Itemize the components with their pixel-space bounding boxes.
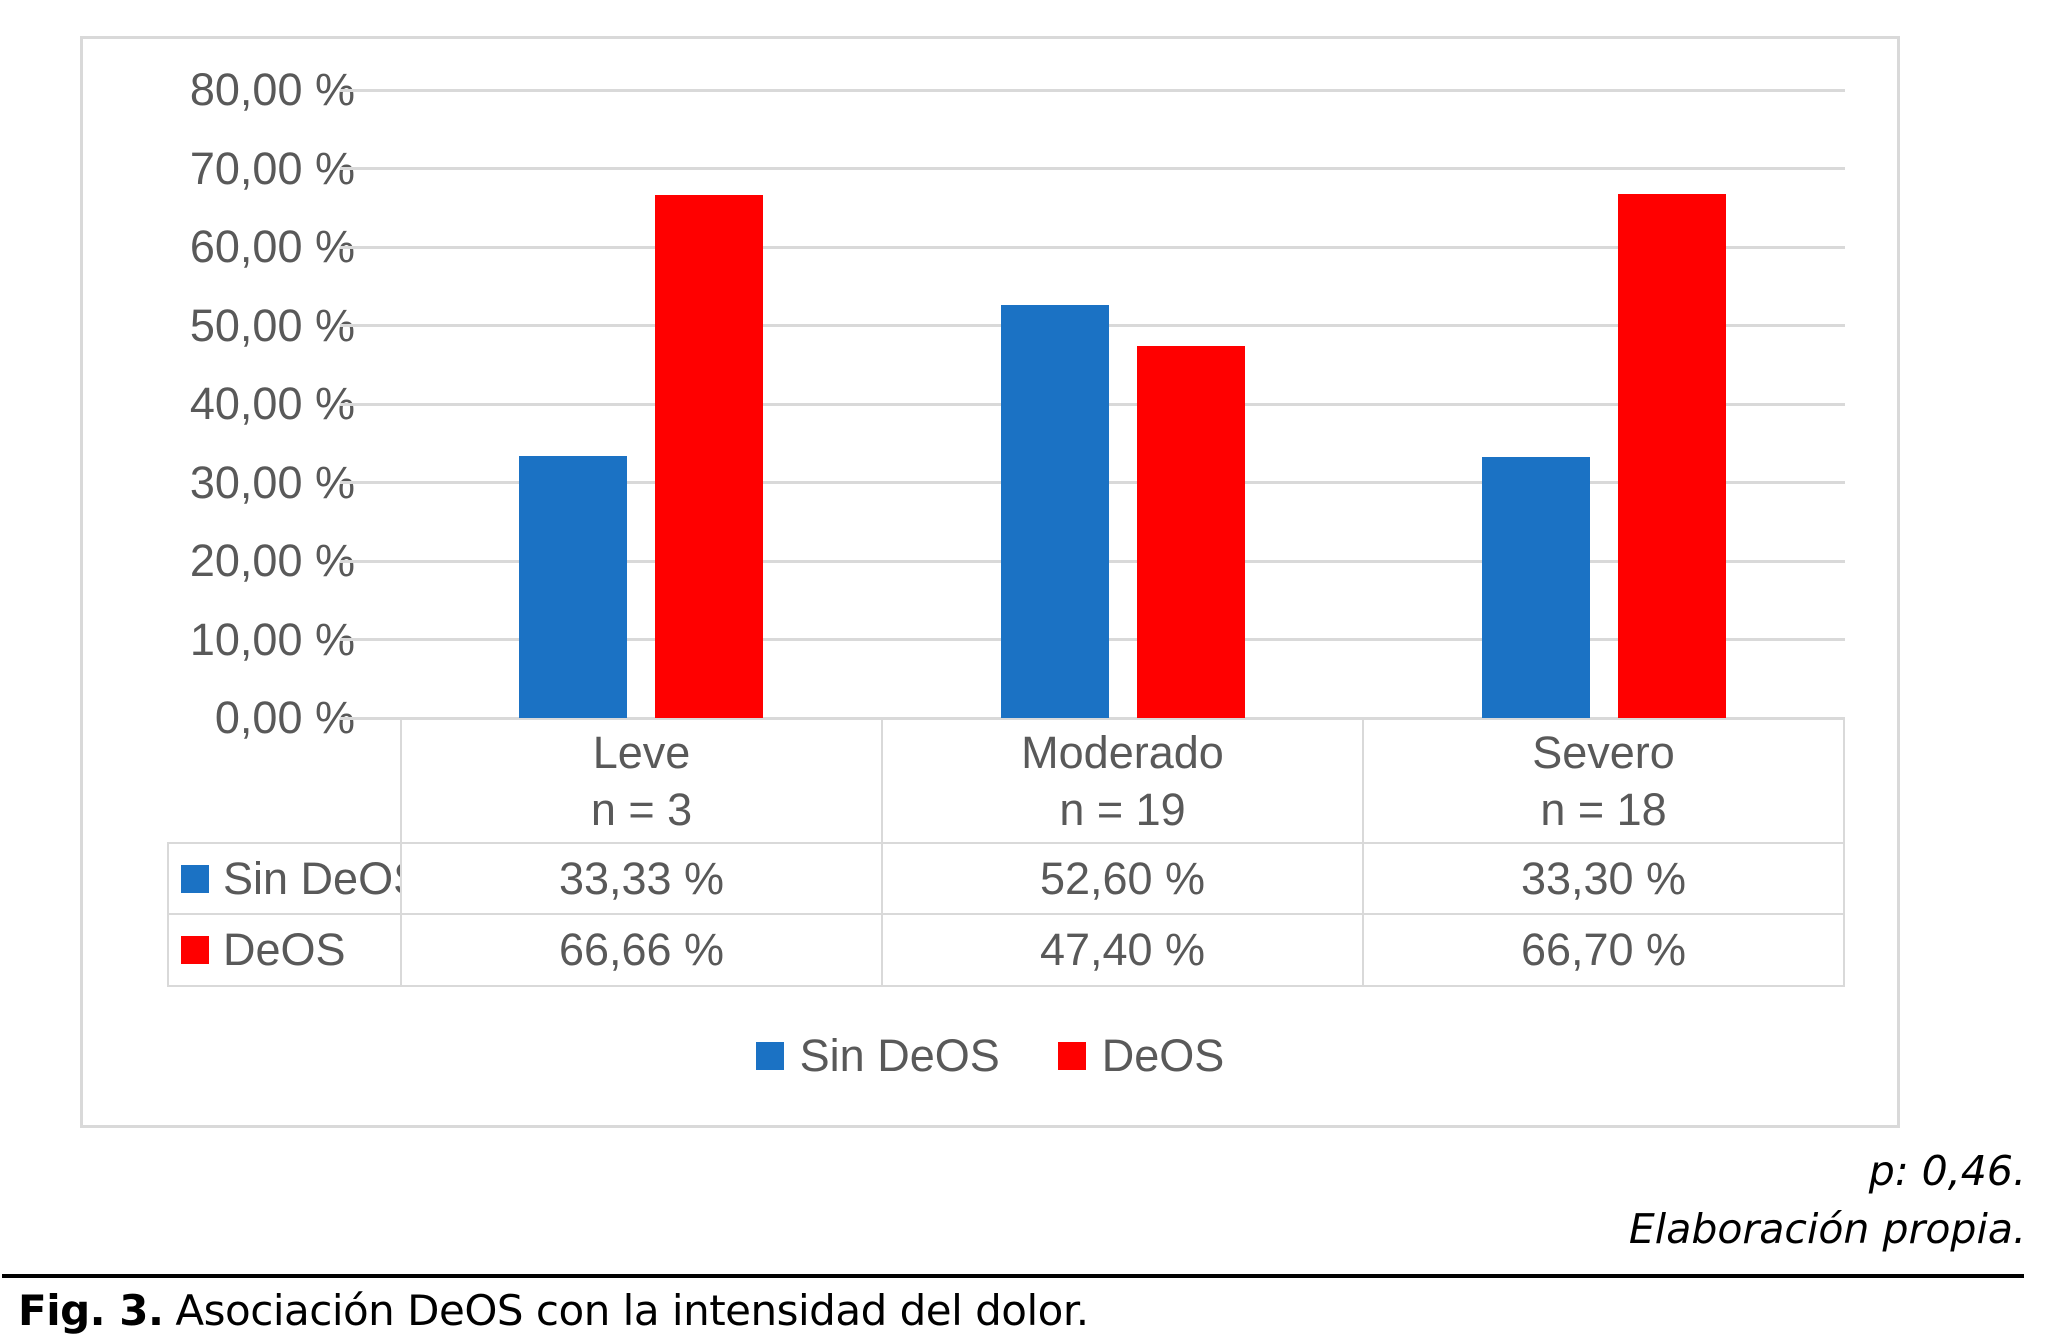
bar-sin-deos-leve	[518, 456, 627, 718]
bar-sin-deos-moderado	[1000, 305, 1109, 718]
plot-area	[340, 88, 1845, 720]
sin-deos-legend-swatch-icon	[755, 1042, 784, 1070]
table-series-name: DeOS	[223, 924, 346, 975]
table-header-category-label: Leve	[592, 727, 691, 778]
table-series-name: Sin DeOS	[223, 852, 400, 904]
table-value-sin-deos-leve: 33,33 %	[558, 852, 725, 904]
figure-caption: Fig. 3. Asociación DeOS con la intensidad…	[18, 1286, 1089, 1335]
table-header-cell-leve: Leve n = 3	[402, 720, 881, 842]
legend-item-sin-deos: Sin DeOS	[755, 1030, 1000, 1082]
gridline-60-00-	[340, 245, 1845, 249]
table-value-deos-leve: 66,66 %	[558, 924, 725, 975]
table-header-category-label: Severo	[1532, 727, 1675, 778]
deos-legend-key-icon	[181, 936, 209, 964]
y-tick-label-70-00-: 70,00 %	[189, 142, 355, 194]
y-tick-label-0-00-: 0,00 %	[214, 692, 355, 743]
table-value-sin-deos-severo: 33,30 %	[1362, 844, 1843, 913]
bar-deos-leve	[654, 194, 763, 718]
table-row-sin-deos: 33,33 % 52,60 % 33,30 %	[400, 842, 1845, 915]
table-header-cell-severo: Severo n = 18	[1362, 720, 1843, 842]
table-value-deos-severo: 66,70 %	[1362, 915, 1843, 985]
footnotes: p: 0,46. Elaboración propia.	[1629, 1142, 2026, 1258]
y-tick-label-50-00-: 50,00 %	[189, 299, 355, 351]
table-header-cell-moderado: Moderado n = 19	[881, 720, 1362, 842]
table-row-deos: 66,66 % 47,40 % 66,70 %	[400, 913, 1845, 987]
bar-deos-severo	[1618, 194, 1727, 718]
y-tick-label-80-00-: 80,00 %	[189, 64, 355, 115]
data-table-header-row: Leve n = 3 Moderado n = 19 Severo n = 18	[400, 718, 1845, 844]
y-tick-label-30-00-: 30,00 %	[189, 456, 355, 508]
figure-caption-text: Asociación DeOS con la intensidad del do…	[175, 1286, 1089, 1335]
figure-caption-label: Fig. 3.	[18, 1286, 164, 1335]
legend: Sin DeOS DeOS	[80, 1030, 1900, 1082]
bar-sin-deos-severo	[1482, 456, 1591, 718]
table-header-category-label: Moderado	[1021, 727, 1224, 778]
legend-item-deos: DeOS	[1057, 1030, 1225, 1082]
table-series-label-sin-deos: Sin DeOS	[167, 842, 402, 915]
y-tick-label-60-00-: 60,00 %	[189, 221, 355, 272]
y-tick-label-10-00-: 10,00 %	[189, 613, 355, 665]
y-tick-label-20-00-: 20,00 %	[189, 535, 355, 586]
table-header-n-label: n = 18	[1540, 784, 1667, 835]
legend-label-deos: DeOS	[1101, 1030, 1225, 1081]
caption-divider-line	[2, 1274, 2024, 1278]
table-value-sin-deos-moderado: 52,60 %	[881, 844, 1362, 913]
source-note: Elaboración propia.	[1628, 1205, 2026, 1253]
table-series-label-deos: DeOS	[167, 913, 402, 987]
sin-deos-legend-key-icon	[181, 864, 209, 893]
y-tick-label-40-00-: 40,00 %	[189, 378, 355, 429]
deos-legend-swatch-icon	[1057, 1042, 1086, 1070]
table-header-n-label: n = 3	[590, 784, 693, 835]
legend-label-sin-deos: Sin DeOS	[799, 1030, 1000, 1081]
table-header-n-label: n = 19	[1059, 784, 1186, 835]
table-value-deos-moderado: 47,40 %	[881, 915, 1362, 985]
gridline-70-00-	[340, 167, 1845, 170]
bar-deos-moderado	[1136, 345, 1245, 718]
gridline-80-00-	[340, 88, 1845, 92]
p-value-note: p: 0,46.	[1868, 1147, 2026, 1195]
